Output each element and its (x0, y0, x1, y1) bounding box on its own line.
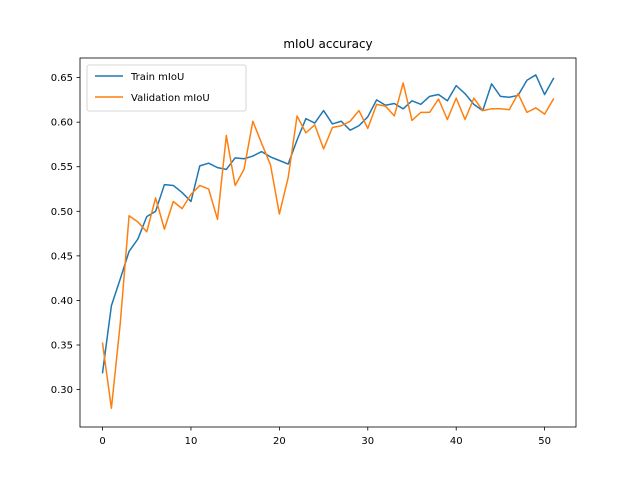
y-tick-label: 0.65 (51, 73, 73, 84)
plot-area (101, 74, 555, 410)
x-tick-label: 20 (273, 436, 286, 447)
y-tick-label: 0.30 (51, 385, 73, 396)
x-tick-label: 30 (361, 436, 374, 447)
y-tick-label: 0.45 (51, 251, 73, 262)
x-tick-label: 0 (99, 436, 105, 447)
series-line-validation (101, 82, 555, 410)
plot-frame (79, 57, 577, 428)
y-tick-label: 0.55 (51, 162, 73, 173)
y-tick-label: 0.50 (51, 207, 73, 218)
x-axis: 0 10 20 30 40 50 (99, 427, 551, 447)
y-tick-label: 0.35 (51, 341, 73, 352)
chart-title: mIoU accuracy (283, 37, 372, 51)
legend-box (86, 64, 247, 112)
x-tick-label: 40 (450, 436, 463, 447)
x-tick-label: 10 (185, 436, 198, 447)
legend-label-train: Train mIoU (130, 72, 184, 83)
x-tick-label: 50 (538, 436, 551, 447)
y-tick-label: 0.40 (51, 296, 73, 307)
y-axis: 0.30 0.35 0.40 0.45 0.50 0.55 0.60 0.65 (51, 73, 80, 396)
legend-label-validation: Validation mIoU (131, 93, 210, 104)
series-line-train (101, 74, 555, 374)
y-tick-label: 0.60 (51, 118, 73, 129)
legend: Train mIoU Validation mIoU (86, 64, 247, 112)
